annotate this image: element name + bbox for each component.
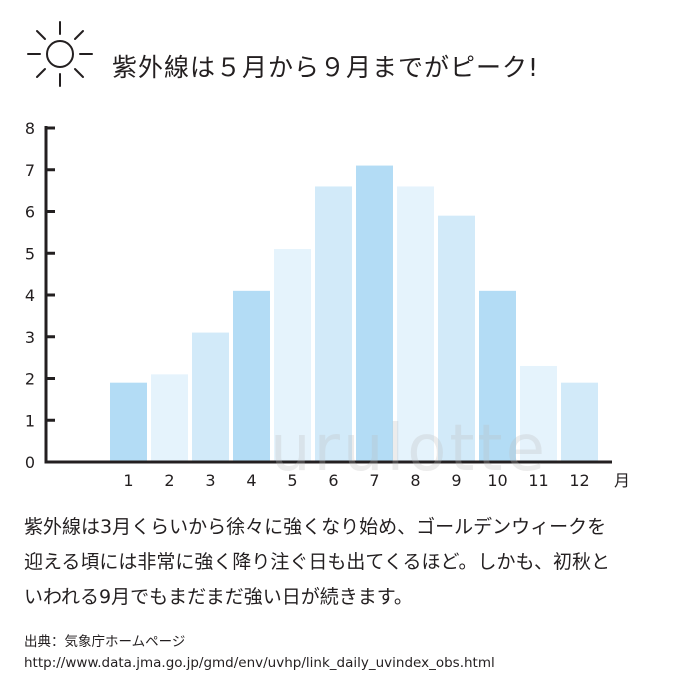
bar (397, 186, 434, 462)
page-title: 紫外線は５月から９月までがピーク! (112, 53, 540, 82)
y-tick-label: 1 (25, 411, 35, 430)
y-tick-label: 4 (25, 286, 35, 305)
description-line: 迎える頃には非常に強く降り注ぐ日も出てくるほど。しかも、初秋と (24, 551, 610, 573)
bar (438, 215, 475, 462)
description-line: 紫外線は3月くらいから徐々に強くなり始め、ゴールデンウィークを (24, 516, 607, 538)
y-tick-label: 3 (25, 328, 35, 347)
bar (356, 165, 393, 462)
x-tick-label: 5 (287, 471, 297, 490)
x-tick-label: 1 (123, 471, 133, 490)
sun-icon (27, 21, 93, 87)
bar (315, 186, 352, 462)
description-line: いわれる9月でもまだまだ強い日が続きます。 (24, 586, 413, 608)
bar (274, 249, 311, 462)
bar (192, 332, 229, 462)
y-tick-label: 2 (25, 370, 35, 389)
y-tick-label: 7 (25, 161, 35, 180)
x-tick-label: 3 (205, 471, 215, 490)
bar (561, 382, 598, 462)
x-tick-label: 10 (487, 471, 507, 490)
source: 出典：気象庁ホームページ http://www.data.jma.go.jp/g… (24, 632, 684, 674)
x-tick-label: 8 (410, 471, 420, 490)
source-label: 出典：気象庁ホームページ (24, 634, 186, 650)
uv-bar-chart: 0 1 2 3 4 5 6 7 8 1 2 3 4 5 6 7 8 9 10 11 12 月 (0, 110, 700, 500)
bar (233, 290, 270, 462)
x-tick-label: 2 (164, 471, 174, 490)
x-tick-label: 4 (246, 471, 256, 490)
x-tick-label: 6 (328, 471, 338, 490)
y-tick-label: 0 (25, 453, 35, 472)
x-tick-label: 12 (569, 471, 589, 490)
header: 紫外線は５月から９月までがピーク! (20, 18, 680, 98)
bar (520, 365, 557, 462)
y-tick-label: 5 (25, 244, 35, 263)
bar (151, 374, 188, 462)
source-url: http://www.data.jma.go.jp/gmd/env/uvhp/l… (24, 655, 495, 671)
description: 紫外線は3月くらいから徐々に強くなり始め、ゴールデンウィークを 迎える頃には非常… (24, 510, 684, 615)
x-tick-label: 11 (528, 471, 548, 490)
bar (110, 382, 147, 462)
x-tick-label: 9 (451, 471, 461, 490)
bar (479, 290, 516, 462)
y-tick-label: 8 (25, 119, 35, 138)
y-tick-label: 6 (25, 203, 35, 222)
x-tick-label: 7 (369, 471, 379, 490)
x-unit-label: 月 (614, 471, 630, 490)
